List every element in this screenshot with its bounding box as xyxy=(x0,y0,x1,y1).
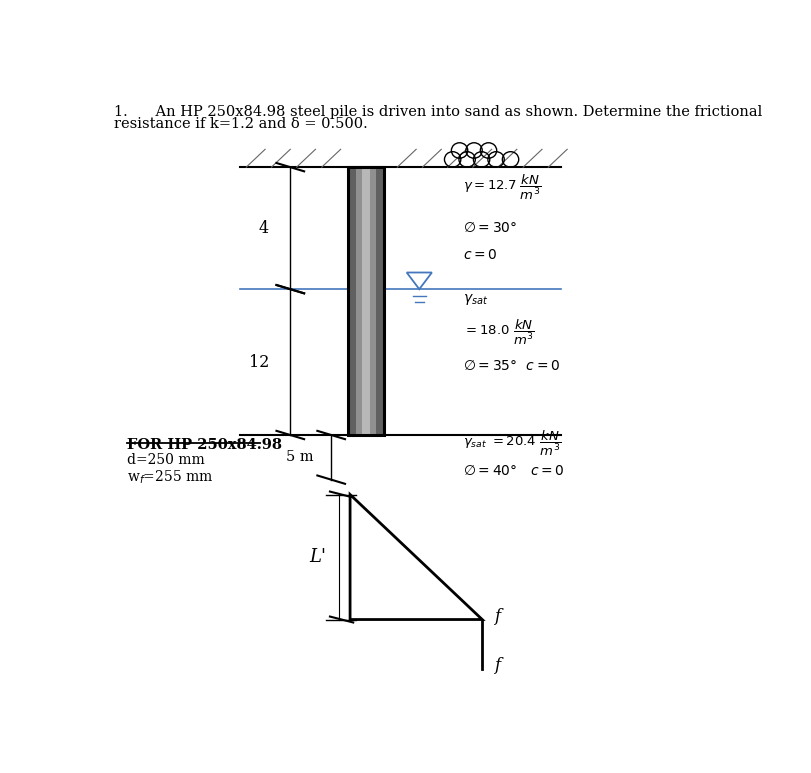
Text: w$_f$=255 mm: w$_f$=255 mm xyxy=(127,469,212,486)
Text: f: f xyxy=(493,608,499,625)
Text: 12: 12 xyxy=(248,353,268,370)
Bar xyxy=(375,167,384,435)
Bar xyxy=(355,167,362,435)
Text: FOR HP 250x84.98: FOR HP 250x84.98 xyxy=(127,438,281,452)
Text: $\gamma = 12.7\ \dfrac{kN}{m^3}$: $\gamma = 12.7\ \dfrac{kN}{m^3}$ xyxy=(463,173,541,203)
Text: 4: 4 xyxy=(259,220,268,237)
Text: $\gamma_{sat}\ = 20.4\ \dfrac{kN}{m^3}$: $\gamma_{sat}\ = 20.4\ \dfrac{kN}{m^3}$ xyxy=(463,429,561,458)
Text: d=250 mm: d=250 mm xyxy=(127,453,204,467)
Text: L': L' xyxy=(308,548,325,566)
Text: $\varnothing = 35\degree\ \ c = 0$: $\varnothing = 35\degree\ \ c = 0$ xyxy=(463,359,560,373)
Text: $\gamma_{sat}$: $\gamma_{sat}$ xyxy=(463,292,488,307)
Text: $\varnothing = 30\degree$: $\varnothing = 30\degree$ xyxy=(463,221,517,235)
Text: resistance if k=1.2 and δ = 0.500.: resistance if k=1.2 and δ = 0.500. xyxy=(114,117,367,131)
Text: 1.      An HP 250x84.98 steel pile is driven into sand as shown. Determine the f: 1. An HP 250x84.98 steel pile is driven … xyxy=(114,104,762,119)
Text: $= 18.0\ \dfrac{kN}{m^3}$: $= 18.0\ \dfrac{kN}{m^3}$ xyxy=(463,318,534,347)
Bar xyxy=(347,167,384,435)
Bar xyxy=(347,167,384,435)
Bar xyxy=(369,167,375,435)
Text: 5 m: 5 m xyxy=(285,451,313,465)
Text: f: f xyxy=(493,658,499,675)
Bar xyxy=(347,167,355,435)
Text: $c = 0$: $c = 0$ xyxy=(463,247,497,261)
Polygon shape xyxy=(350,495,482,619)
Text: $\varnothing = 40\degree\ \ \ c = 0$: $\varnothing = 40\degree\ \ \ c = 0$ xyxy=(463,464,564,478)
